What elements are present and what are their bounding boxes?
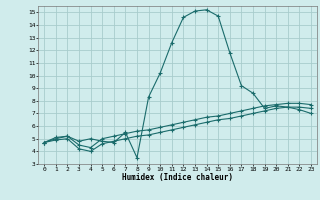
X-axis label: Humidex (Indice chaleur): Humidex (Indice chaleur) [122, 173, 233, 182]
